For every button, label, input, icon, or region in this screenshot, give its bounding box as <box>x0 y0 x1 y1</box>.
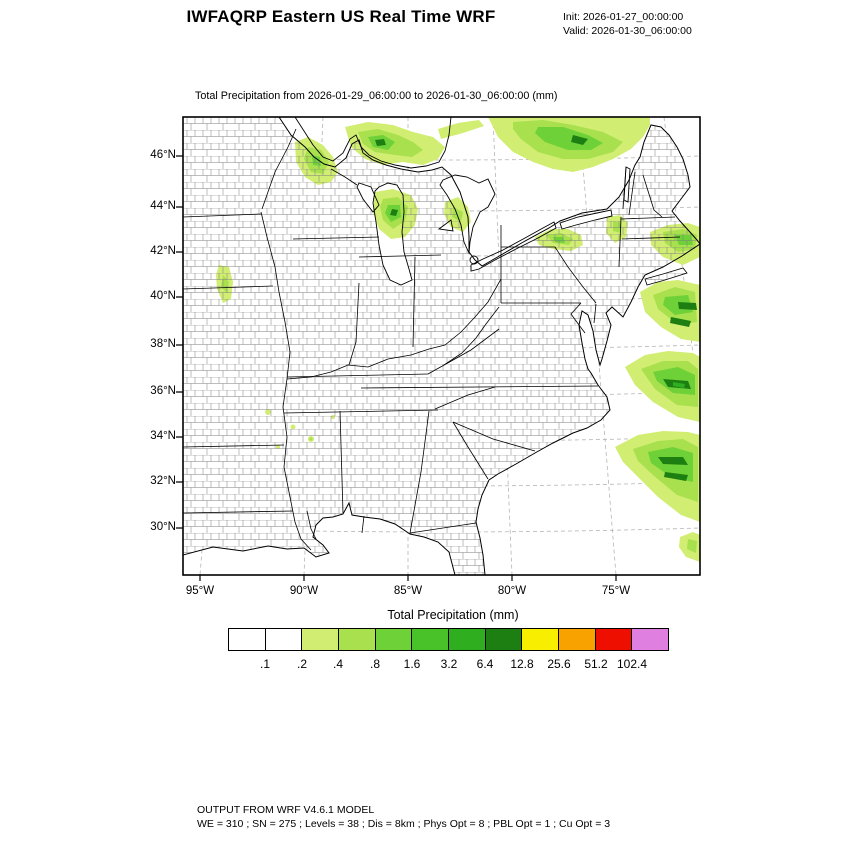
init-time-label: Init: 2026-01-27_00:00:00 <box>563 11 684 23</box>
lon-tick-label: 90°W <box>289 585 319 597</box>
colorbar-labels: .1 .2 .4 .8 1.6 3.2 6.4 12.8 25.6 51.2 102.4 <box>228 657 688 673</box>
colorbar-box <box>228 628 266 651</box>
colorbar-box <box>558 628 596 651</box>
lat-tick-label: 32°N <box>150 475 176 487</box>
colorbar-box <box>411 628 450 651</box>
colorbar-value: 12.8 <box>510 657 534 671</box>
lon-tick-label: 85°W <box>393 585 423 597</box>
colorbar-value: .2 <box>296 657 307 671</box>
footer-model-line: OUTPUT FROM WRF V4.6.1 MODEL <box>197 804 375 816</box>
axis-ticks <box>176 155 617 581</box>
colorbar-value: .8 <box>369 657 380 671</box>
colorbar-box <box>338 628 376 651</box>
colorbar-box <box>594 628 633 651</box>
lat-tick-label: 38°N <box>150 338 176 350</box>
page-title: IWFAQRP Eastern US Real Time WRF <box>186 7 496 26</box>
map-canvas <box>176 116 701 581</box>
lat-tick-label: 36°N <box>150 385 176 397</box>
lat-tick-label: 42°N <box>150 245 176 257</box>
lon-tick-label: 80°W <box>497 585 527 597</box>
colorbar-box <box>448 628 486 651</box>
colorbar-value: 25.6 <box>547 657 571 671</box>
lon-tick-label: 95°W <box>185 585 215 597</box>
lat-tick-label: 44°N <box>150 200 176 212</box>
colorbar-value: 3.2 <box>440 657 458 671</box>
colorbar-title: Total Precipitation (mm) <box>387 608 519 622</box>
lat-tick-label: 46°N <box>150 149 176 161</box>
footer-config-line: WE = 310 ; SN = 275 ; Levels = 38 ; Dis … <box>197 818 611 830</box>
colorbar-value: .4 <box>332 657 343 671</box>
colorbar-value: 51.2 <box>584 657 608 671</box>
colorbar-value: .1 <box>259 657 270 671</box>
map-frame <box>182 116 701 576</box>
state-borders <box>183 128 681 551</box>
lat-tick-label: 34°N <box>150 430 176 442</box>
colorbar-value: 6.4 <box>476 657 494 671</box>
colorbar-box <box>301 628 340 651</box>
colorbar-box <box>521 628 560 651</box>
valid-time-label: Valid: 2026-01-30_06:00:00 <box>563 25 692 37</box>
colorbar-value: 102.4 <box>616 657 648 671</box>
colorbar-value: 1.6 <box>403 657 421 671</box>
lat-tick-label: 30°N <box>150 521 176 533</box>
colorbar-box <box>374 628 413 651</box>
run-info: Init: 2026-01-27_00:00:00 Valid: 2026-01… <box>563 10 733 38</box>
lat-tick-label: 40°N <box>150 290 176 302</box>
colorbar-box <box>484 628 523 651</box>
colorbar-box <box>631 628 670 651</box>
map-subtitle: Total Precipitation from 2026-01-29_06:0… <box>195 90 558 102</box>
lon-tick-label: 75°W <box>601 585 631 597</box>
colorbar-box <box>264 628 303 651</box>
colorbar <box>228 628 670 651</box>
